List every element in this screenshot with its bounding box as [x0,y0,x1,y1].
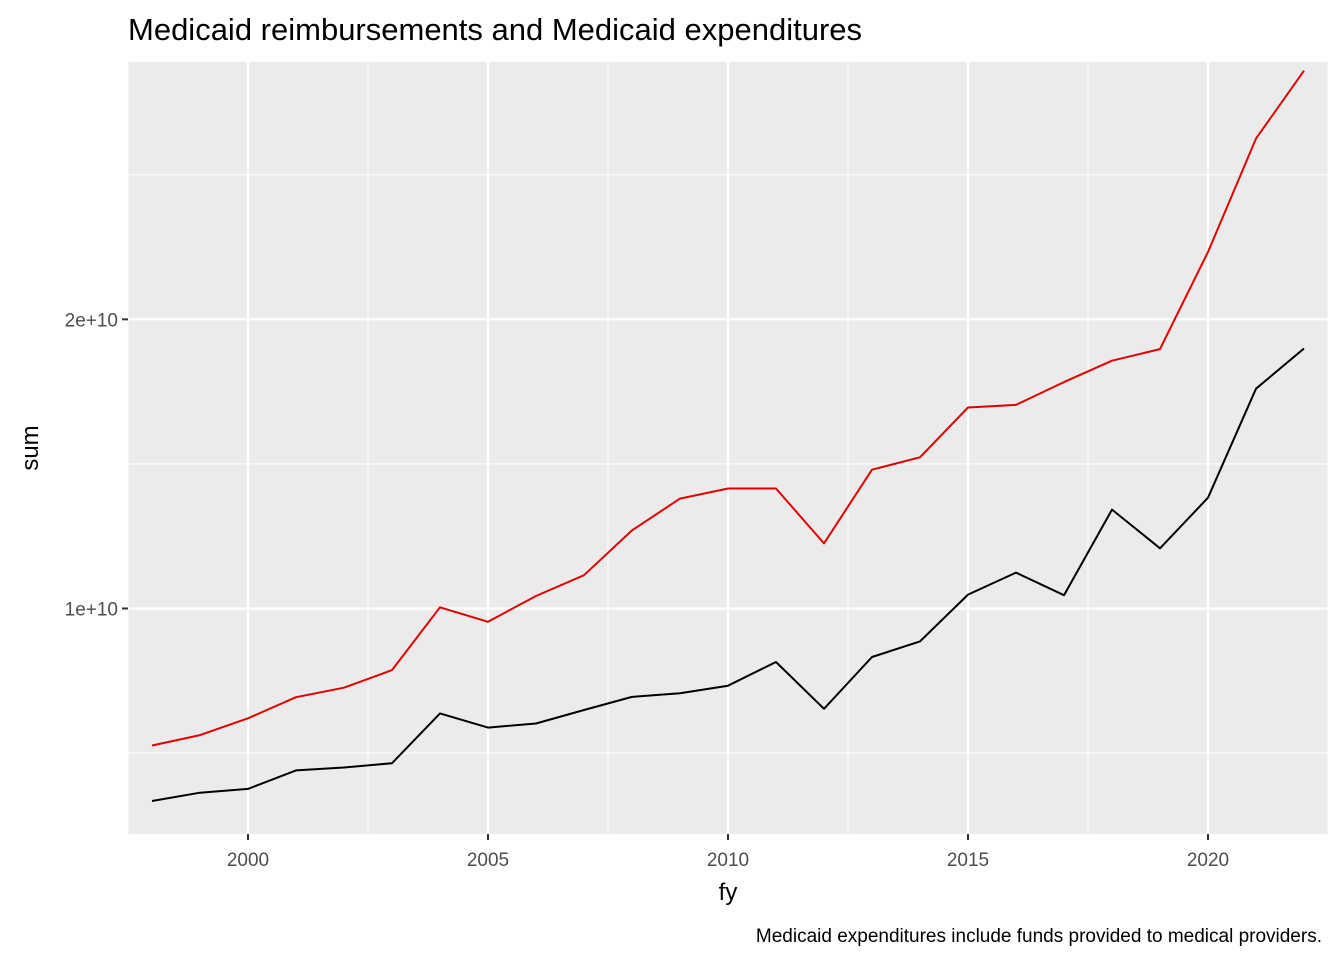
x-tick-label: 2000 [227,850,269,871]
y-axis: 1e+10 2e+10 [65,310,128,620]
major-gridlines [128,62,1328,834]
y-tick-label: 1e+10 [65,599,118,620]
series-lines [151,70,1305,802]
x-tick-label: 2015 [947,850,989,871]
y-axis-title: sum [17,425,44,470]
x-tick-label: 2005 [467,850,509,871]
series-line-1 [151,70,1305,747]
x-tick-label: 2020 [1187,850,1229,871]
chart-caption: Medicaid expenditures include funds prov… [756,926,1322,947]
x-axis: 2000 2005 2010 2015 2020 [227,834,1229,871]
x-axis-title: fy [719,879,738,906]
y-tick-label: 2e+10 [65,310,118,331]
chart-title: Medicaid reimbursements and Medicaid exp… [128,12,862,47]
x-tick-label: 2010 [707,850,749,871]
minor-gridlines [127,62,1329,834]
series-line-2 [151,347,1305,802]
